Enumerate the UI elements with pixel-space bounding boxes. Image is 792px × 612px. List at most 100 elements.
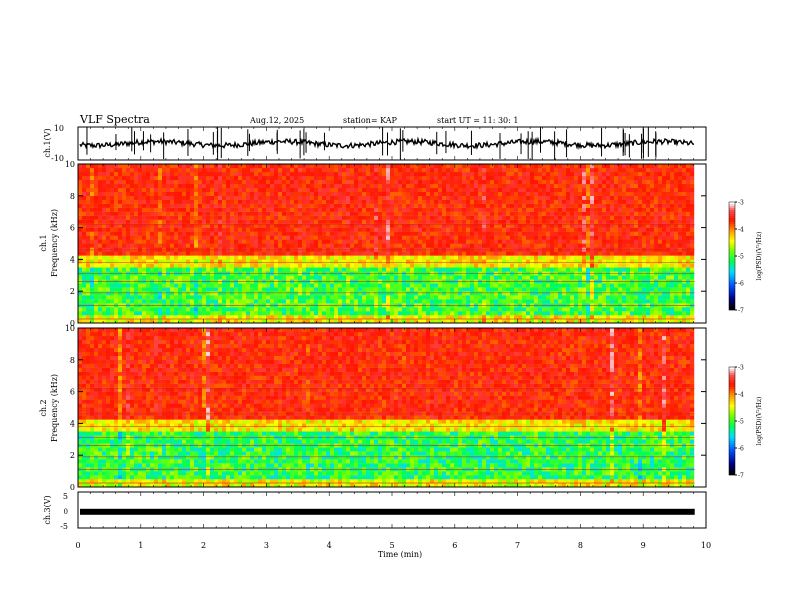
spectrogram-cell bbox=[506, 231, 511, 236]
spectrogram-cell bbox=[174, 207, 179, 212]
spectrogram-cell bbox=[126, 283, 131, 288]
spectrogram-cell bbox=[98, 267, 103, 272]
spectrogram-cell bbox=[78, 167, 83, 173]
spectrogram-cell bbox=[310, 239, 315, 244]
spectrogram-cell bbox=[402, 183, 407, 189]
spectrogram-cell bbox=[194, 315, 199, 320]
spectrogram-cell bbox=[254, 164, 259, 169]
spectrogram-cell bbox=[494, 255, 499, 260]
spectrogram-cell bbox=[170, 287, 175, 292]
spectrogram-cell bbox=[286, 167, 291, 173]
spectrogram-cell bbox=[230, 243, 235, 248]
spectrogram-cell bbox=[510, 171, 515, 177]
spectrogram-cell bbox=[354, 295, 359, 300]
spectrogram-cell bbox=[502, 191, 507, 196]
spectrogram-cell bbox=[338, 315, 343, 320]
spectrogram-cell bbox=[410, 164, 415, 169]
spectrogram-cell bbox=[222, 207, 227, 212]
spectrogram-cell bbox=[170, 275, 175, 280]
spectrogram-cell bbox=[198, 263, 203, 268]
spectrogram-cell bbox=[130, 267, 135, 272]
spectrogram-cell bbox=[234, 215, 239, 220]
spectrogram-cell bbox=[362, 183, 367, 189]
spectrogram-cell bbox=[378, 227, 383, 232]
spectrogram-cell bbox=[210, 187, 215, 193]
spectrogram-cell bbox=[294, 199, 299, 204]
spectrogram-cell bbox=[170, 223, 175, 228]
spectrogram-cell bbox=[286, 211, 291, 216]
spectrogram-cell bbox=[350, 219, 355, 224]
spectrogram-cell bbox=[342, 299, 347, 304]
spectrogram-cell bbox=[382, 223, 387, 228]
spectrogram-cell bbox=[314, 171, 319, 177]
spectrogram-cell bbox=[222, 319, 227, 324]
spectrogram-cell bbox=[422, 219, 427, 224]
spectrogram-cell bbox=[230, 239, 235, 244]
spectrogram-cell bbox=[422, 203, 427, 208]
spectrogram-cell bbox=[486, 167, 491, 173]
spectrogram-cell bbox=[306, 227, 311, 232]
spectrogram-cell bbox=[490, 191, 495, 196]
spectrogram-cell bbox=[406, 179, 411, 185]
spectrogram-cell bbox=[414, 267, 419, 272]
spectrogram-cell bbox=[354, 287, 359, 292]
spectrogram-cell bbox=[378, 251, 383, 256]
spectrogram-cell bbox=[366, 187, 371, 193]
spectrogram-cell bbox=[494, 287, 499, 292]
spectrogram-cell bbox=[518, 251, 523, 256]
spectrogram-cell bbox=[462, 179, 467, 185]
spectrogram-cell bbox=[202, 231, 207, 236]
spectrogram-cell bbox=[462, 223, 467, 228]
spectrogram-cell bbox=[118, 183, 123, 189]
spectrogram-cell bbox=[170, 167, 175, 173]
spectrogram-cell bbox=[562, 275, 567, 280]
spectrogram-cell bbox=[122, 295, 127, 300]
spectrogram-cell bbox=[302, 251, 307, 256]
spectrogram-cell bbox=[98, 219, 103, 224]
spectrogram-cell bbox=[122, 291, 127, 296]
spectrogram-cell bbox=[246, 203, 251, 208]
spectrogram-cell bbox=[450, 255, 455, 260]
spectrogram-cell bbox=[498, 203, 503, 208]
spectrogram-cell bbox=[238, 187, 243, 193]
spectrogram-cell bbox=[206, 223, 211, 228]
spectrogram-cell bbox=[186, 263, 191, 268]
spectrogram-cell bbox=[322, 195, 327, 200]
spectrogram-cell bbox=[186, 259, 191, 264]
spectrogram-cell bbox=[138, 203, 143, 208]
spectrogram-cell bbox=[498, 187, 503, 193]
spectrogram-cell bbox=[322, 187, 327, 193]
spectrogram-cell bbox=[490, 255, 495, 260]
spectrogram-cell bbox=[518, 183, 523, 189]
spectrogram-cell bbox=[254, 275, 259, 280]
spectrogram-cell bbox=[334, 219, 339, 224]
spectrogram-cell bbox=[414, 231, 419, 236]
spectrogram-cell bbox=[170, 267, 175, 272]
spectrogram-cell bbox=[206, 275, 211, 280]
spectrogram-cell bbox=[122, 187, 127, 193]
spectrogram-cell bbox=[414, 315, 419, 320]
spectrogram-cell bbox=[362, 299, 367, 304]
spectrogram-cell bbox=[186, 183, 191, 189]
spectrogram-cell bbox=[458, 287, 463, 292]
spectrogram-cell bbox=[194, 255, 199, 260]
spectrogram-cell bbox=[282, 227, 287, 232]
spectrogram-cell bbox=[386, 223, 391, 228]
spectrogram-cell bbox=[502, 231, 507, 236]
spectrogram-cell bbox=[182, 239, 187, 244]
spectrogram-cell bbox=[522, 235, 527, 240]
spectrogram-cell bbox=[226, 211, 231, 216]
spectrogram-cell bbox=[522, 187, 527, 193]
spectrogram-cell bbox=[334, 207, 339, 212]
spectrogram-cell bbox=[362, 275, 367, 280]
spectrogram-cell bbox=[174, 259, 179, 264]
spectrogram-cell bbox=[406, 231, 411, 236]
spectrogram-cell bbox=[90, 183, 95, 189]
spectrogram-cell bbox=[542, 231, 547, 236]
spectrogram-cell bbox=[202, 179, 207, 185]
spectrogram-cell bbox=[446, 299, 451, 304]
spectrogram-cell bbox=[282, 175, 287, 181]
spectrogram-cell bbox=[450, 315, 455, 320]
spectrogram-cell bbox=[414, 227, 419, 232]
spectrogram-cell bbox=[518, 287, 523, 292]
